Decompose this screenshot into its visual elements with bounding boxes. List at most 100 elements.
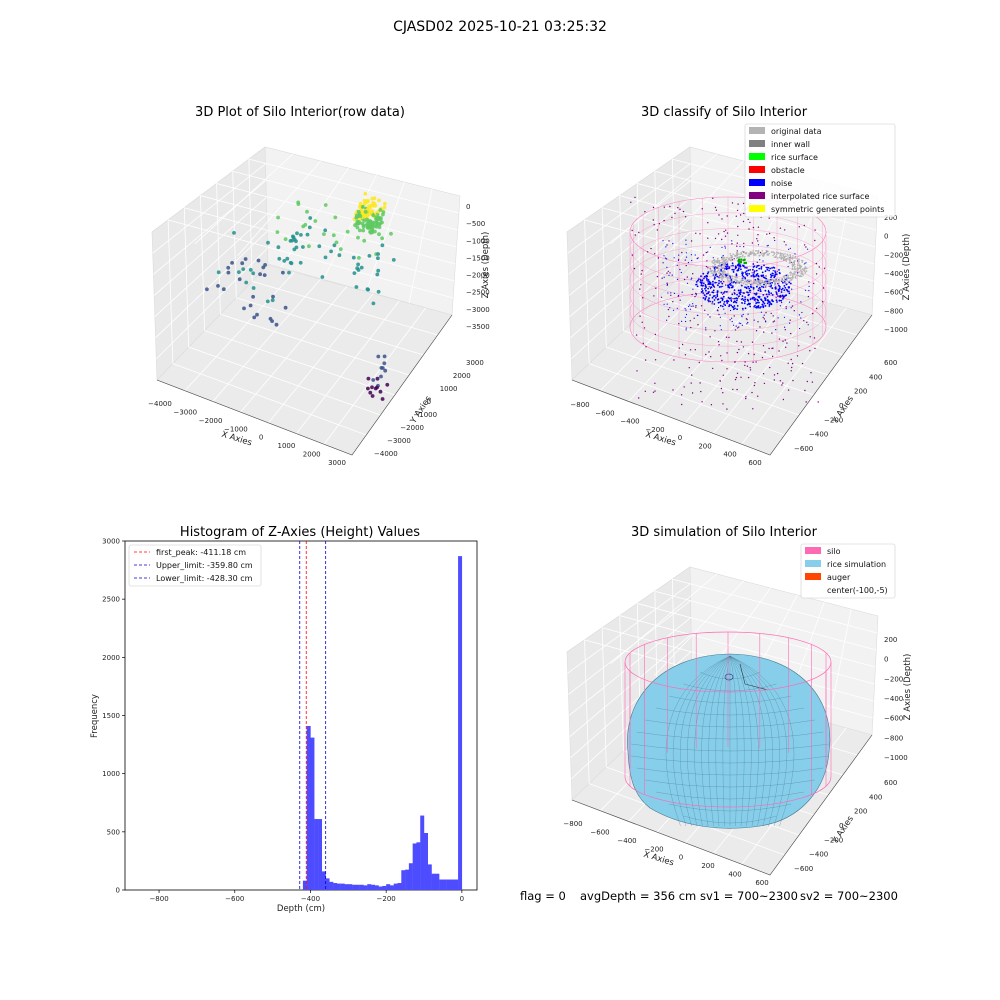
original-point	[718, 260, 721, 262]
interpolated-point	[717, 341, 720, 343]
interpolated-point	[782, 340, 784, 342]
tick-label: −600	[884, 289, 903, 297]
noise-point	[749, 289, 752, 292]
noise-point	[779, 286, 781, 288]
original-point	[725, 276, 727, 278]
interpolated-point	[735, 376, 738, 379]
noise-point	[704, 287, 706, 290]
noise-point	[788, 292, 791, 295]
grid-line	[602, 207, 874, 282]
mesh-line	[729, 655, 752, 827]
noise-point	[750, 275, 753, 277]
scatter-point	[216, 270, 221, 275]
original-point	[737, 282, 740, 285]
original-point	[794, 271, 797, 273]
original-point	[787, 275, 790, 277]
interpolated-point	[734, 329, 737, 331]
noise-point	[777, 290, 780, 293]
interpolated-point	[768, 232, 771, 235]
grid-line	[589, 363, 785, 436]
grid-line	[568, 600, 691, 695]
noise-point	[759, 307, 761, 309]
original-point	[722, 267, 725, 270]
tick-label: −3500	[466, 323, 490, 331]
original-point	[800, 275, 803, 278]
noise-point	[752, 266, 755, 268]
noise-point	[695, 305, 697, 307]
y-tick-label: 2500	[102, 596, 120, 604]
noise-point	[788, 286, 791, 288]
interpolated-point	[763, 318, 766, 320]
original-point	[721, 258, 723, 260]
scatter-point	[391, 258, 396, 262]
grid-line	[684, 293, 796, 424]
y-tick-label: 2000	[102, 654, 120, 662]
original-point	[751, 284, 753, 286]
noise-point	[763, 314, 765, 316]
noise-point	[724, 312, 726, 314]
scatter-point	[285, 256, 290, 261]
interpolated-point	[724, 235, 727, 237]
interpolated-point	[732, 388, 734, 391]
interpolated-point	[653, 295, 655, 297]
noise-point	[735, 325, 737, 327]
noise-point	[706, 275, 709, 278]
noise-point	[771, 281, 773, 284]
mesh-line	[694, 655, 731, 827]
interpolated-point	[669, 205, 671, 208]
interpolated-point	[691, 392, 694, 394]
histogram-bar	[378, 886, 383, 890]
original-point	[792, 274, 794, 277]
noise-point	[767, 289, 770, 292]
scatter-point	[389, 231, 393, 236]
interpolated-point	[790, 370, 792, 372]
original-point	[794, 257, 796, 259]
noise-point	[720, 297, 723, 299]
interpolated-point	[809, 350, 811, 352]
noise-point	[730, 300, 733, 302]
noise-point	[732, 308, 735, 311]
mesh-line	[729, 655, 795, 827]
tick-label: −1500	[466, 254, 490, 262]
original-point	[726, 276, 728, 279]
interpolated-point	[736, 242, 738, 244]
original-point	[780, 253, 782, 255]
interpolated-point	[726, 215, 728, 217]
noise-point	[699, 279, 702, 282]
noise-point	[719, 316, 722, 318]
histogram-bar	[333, 883, 338, 890]
original-point	[718, 265, 721, 267]
original-point	[740, 280, 742, 283]
interpolated-point	[644, 359, 647, 361]
noise-point	[749, 269, 751, 271]
original-point	[781, 256, 783, 259]
tick-label: 600	[884, 779, 897, 787]
interpolated-point	[708, 351, 710, 353]
noise-point	[705, 327, 707, 329]
interpolated-point	[804, 389, 806, 392]
interpolated-point	[811, 381, 814, 383]
tick-label: −1000	[224, 425, 248, 433]
legend-label: silo	[827, 547, 841, 556]
interpolated-point	[697, 257, 699, 259]
interpolated-point	[725, 284, 727, 286]
original-point	[784, 258, 787, 261]
noise-point	[734, 297, 736, 300]
interpolated-point	[783, 241, 785, 243]
noise-point	[744, 276, 746, 279]
interpolated-point	[753, 353, 755, 356]
original-point	[802, 274, 805, 276]
z-axis-label: Z Axies (Depth)	[903, 654, 913, 721]
interpolated-point	[679, 208, 681, 210]
original-point	[792, 255, 794, 257]
scatter-point	[283, 305, 288, 310]
noise-point	[781, 294, 784, 297]
original-point	[720, 276, 722, 279]
noise-point	[731, 293, 734, 296]
noise-point	[744, 300, 746, 303]
noise-point	[765, 293, 768, 296]
original-point	[765, 284, 767, 287]
mesh-line	[729, 655, 780, 827]
interpolated-point	[693, 317, 695, 319]
noise-point	[788, 301, 791, 303]
